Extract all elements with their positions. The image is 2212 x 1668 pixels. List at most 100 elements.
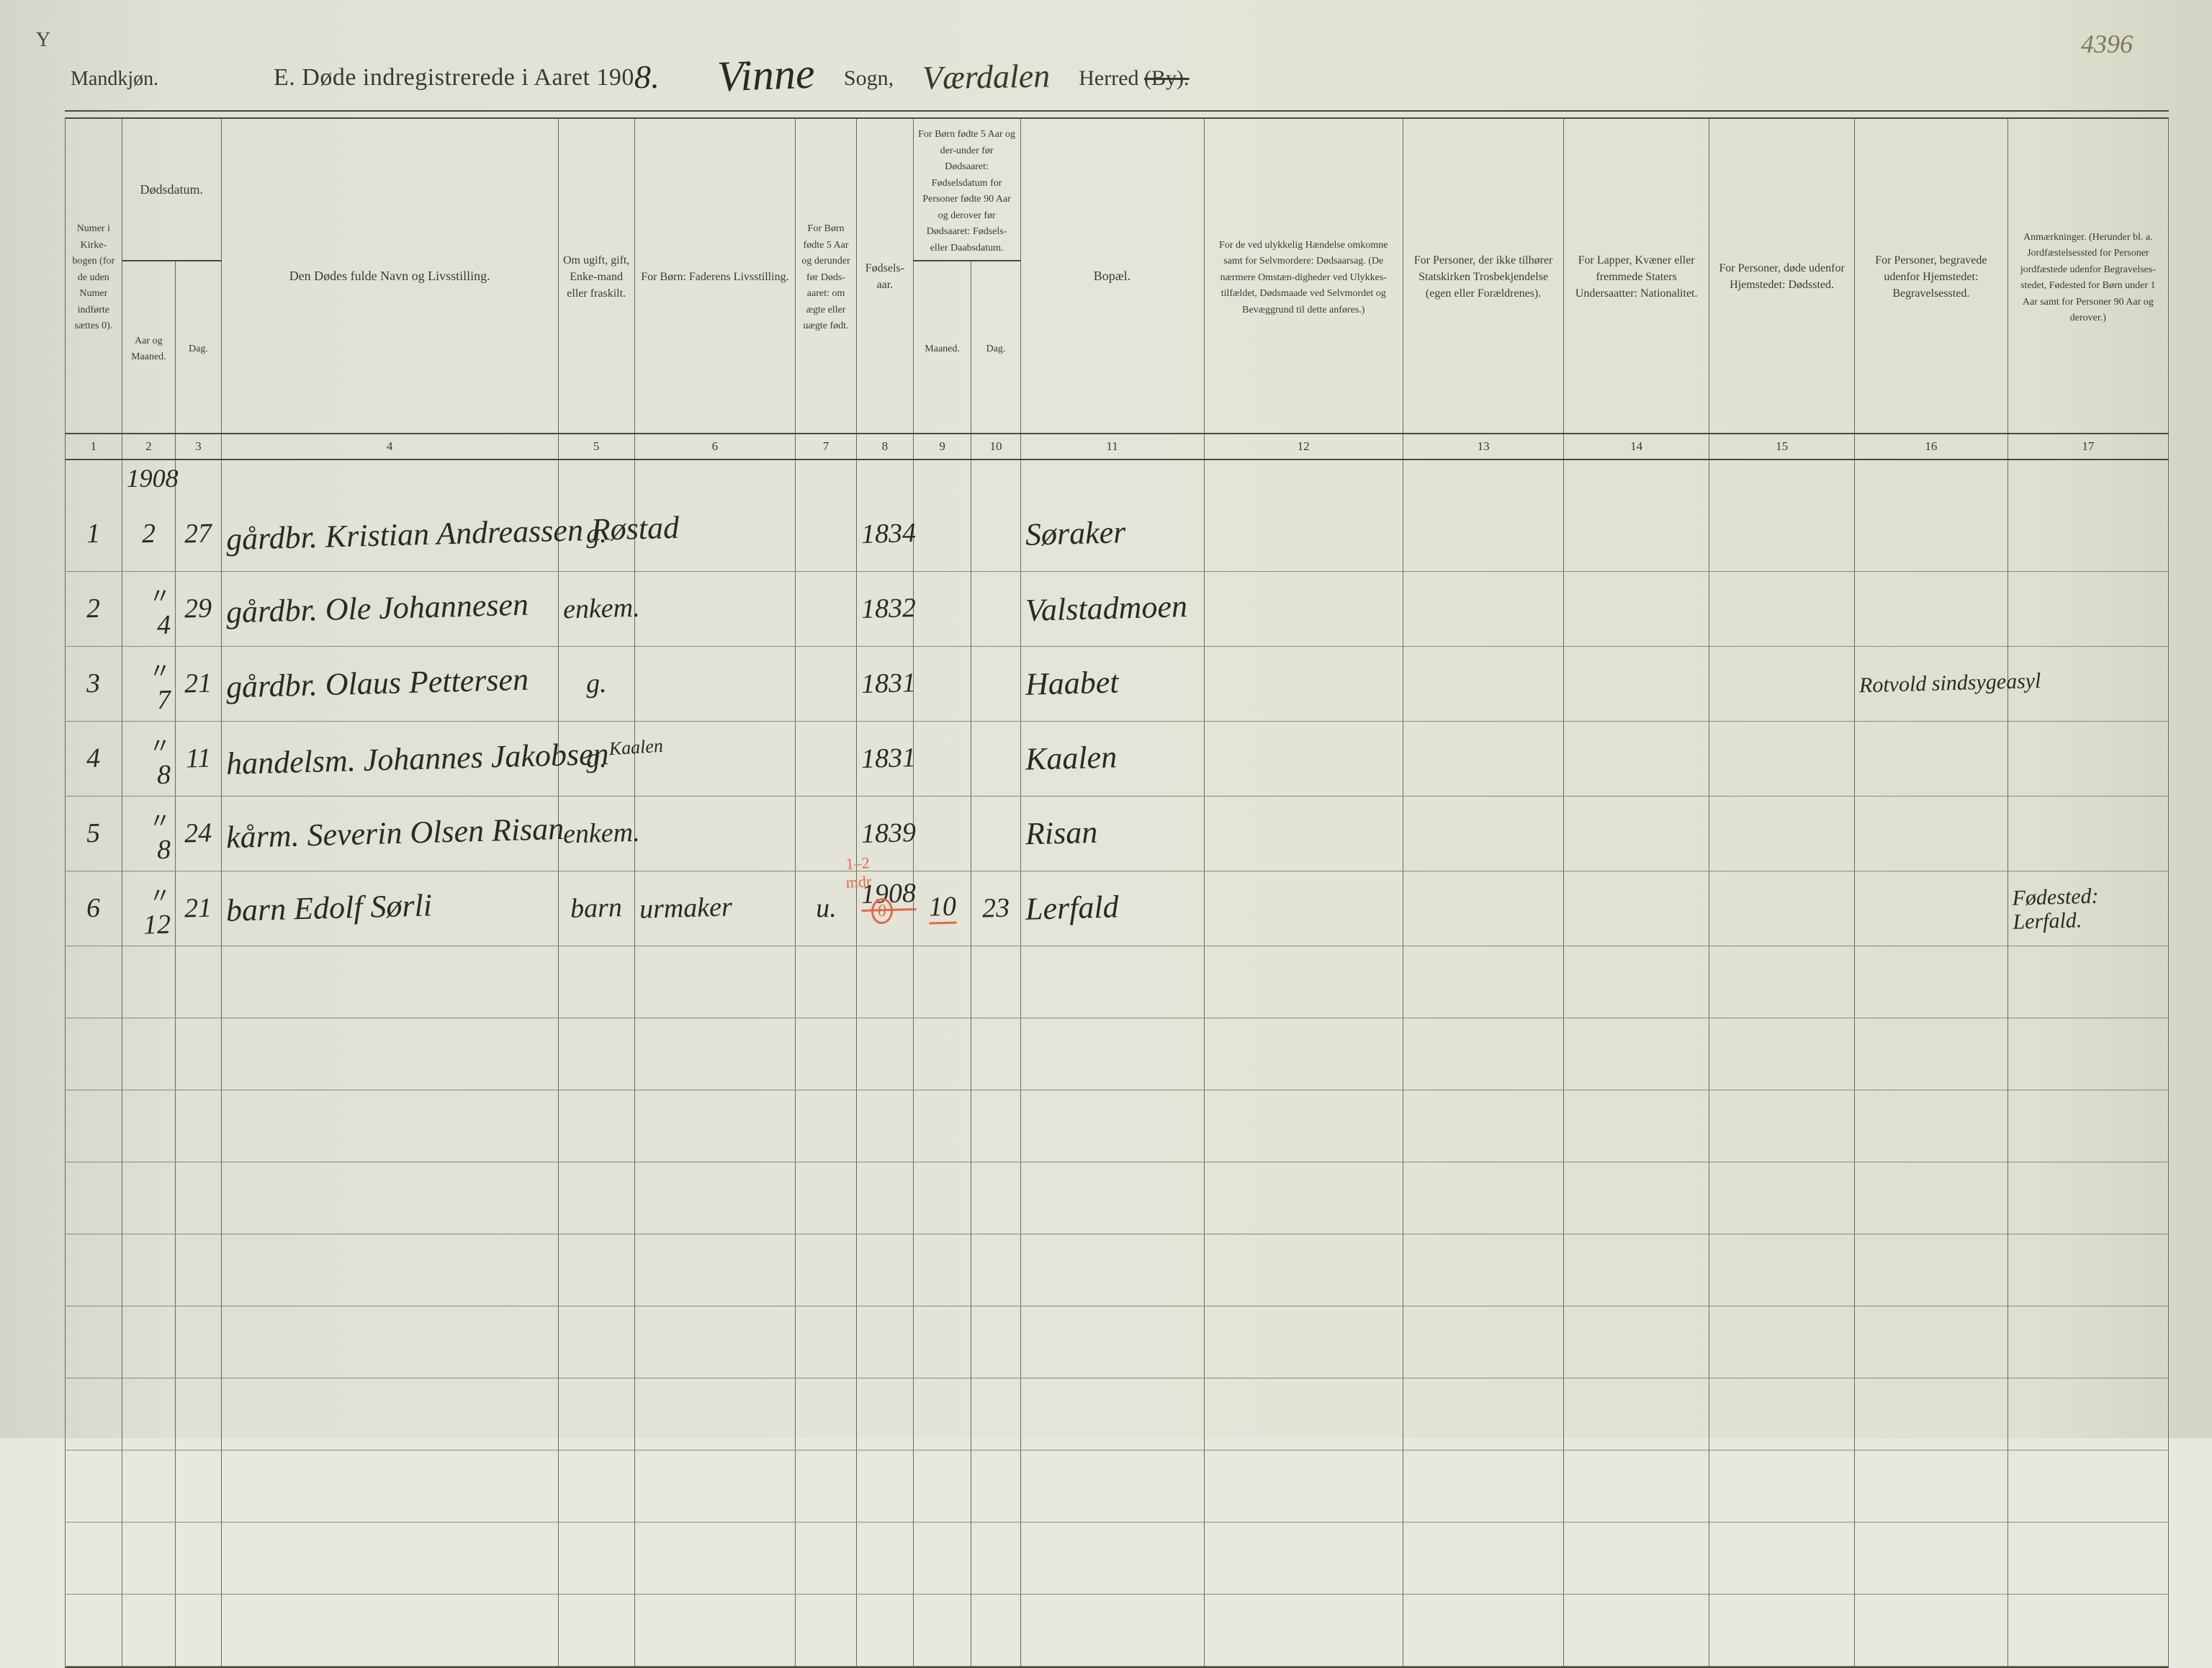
herred-label: Herred (By). bbox=[1079, 66, 1189, 91]
cell-c17 bbox=[2008, 496, 2168, 571]
col-header-12: For de ved ulykkelig Hændelse omkomne sa… bbox=[1204, 118, 1403, 434]
col-header-11: Bopæl. bbox=[1020, 118, 1204, 434]
table-row-blank bbox=[66, 1090, 2169, 1162]
cell-c15 bbox=[1709, 646, 1855, 721]
cell-birthyear: 1–2 mdr19080 bbox=[857, 871, 914, 946]
table-row-blank bbox=[66, 1018, 2169, 1090]
cell-father bbox=[634, 571, 795, 646]
col-header-1: Numer i Kirke-bogen (for de uden Numer i… bbox=[66, 118, 122, 434]
cell-name: handelsm. Johannes JakobsenKaalen bbox=[221, 721, 558, 796]
col-header-13: For Personer, der ikke tilhører Statskir… bbox=[1403, 118, 1563, 434]
cell-birthmonth bbox=[913, 571, 971, 646]
cell-name: gårdbr. Kristian Andreassen Røstad bbox=[221, 496, 558, 571]
herred-label-text: Herred bbox=[1079, 66, 1144, 90]
cell-month: 〃12 bbox=[122, 871, 175, 946]
colnum-17: 17 bbox=[2008, 434, 2168, 459]
cell-birthyear: 1831 bbox=[857, 646, 914, 721]
cell-c15 bbox=[1709, 721, 1855, 796]
table-row-blank bbox=[66, 1378, 2169, 1450]
sogn-name-handwritten: Vinne bbox=[716, 49, 816, 102]
col-header-dodsdatum: Dødsdatum. bbox=[122, 118, 221, 261]
table-row-blank bbox=[66, 1594, 2169, 1666]
colnum-15: 15 bbox=[1709, 434, 1855, 459]
cell-birthday bbox=[971, 796, 1020, 871]
herred-struck: (By). bbox=[1144, 66, 1190, 90]
cell-father: urmaker bbox=[634, 871, 795, 946]
corner-page-number: 4396 bbox=[2081, 29, 2133, 59]
cell-birthday bbox=[971, 646, 1020, 721]
corner-mark-top-left: Y bbox=[36, 29, 50, 52]
col-header-16: For Personer, begravede udenfor Hjemsted… bbox=[1855, 118, 2008, 434]
title-prefix: E. Døde indregistrerede i Aaret 190 bbox=[274, 64, 634, 91]
colnum-9: 9 bbox=[913, 434, 971, 459]
cell-c16 bbox=[1855, 871, 2008, 946]
cell-birthmonth bbox=[913, 796, 971, 871]
cell-c16 bbox=[1855, 796, 2008, 871]
ledger-page: Y 4396 Mandkjøn. E. Døde indregistrerede… bbox=[0, 0, 2212, 1438]
table-row: 2〃429gårdbr. Ole Johannesenenkem.1832Val… bbox=[66, 571, 2169, 646]
table-row-blank bbox=[66, 1522, 2169, 1594]
cell-c12 bbox=[1204, 646, 1403, 721]
colnum-14: 14 bbox=[1564, 434, 1709, 459]
bottom-rule bbox=[65, 1667, 2169, 1668]
cell-c13 bbox=[1403, 871, 1563, 946]
colnum-12: 12 bbox=[1204, 434, 1403, 459]
cell-c14 bbox=[1564, 796, 1709, 871]
cell-num: 3 bbox=[66, 646, 122, 721]
colnum-16: 16 bbox=[1855, 434, 2008, 459]
cell-c17: Fødested:Lerfald. bbox=[2008, 871, 2168, 946]
cell-bopel: Valstadmoen bbox=[1020, 571, 1204, 646]
table-row: 1227gårdbr. Kristian Andreassen Røstadg.… bbox=[66, 496, 2169, 571]
col-header-15: For Personer, døde udenfor Hjemstedet: D… bbox=[1709, 118, 1855, 434]
cell-birthyear: 1832 bbox=[857, 571, 914, 646]
cell-c15 bbox=[1709, 796, 1855, 871]
cell-num: 2 bbox=[66, 571, 122, 646]
cell-c14 bbox=[1564, 571, 1709, 646]
col-header-9: Maaned. bbox=[913, 261, 971, 434]
year-cell: 1908 bbox=[127, 464, 179, 493]
cell-day: 21 bbox=[176, 646, 222, 721]
col-header-6: For Børn: Faderens Livsstilling. bbox=[634, 118, 795, 434]
table-row: 5〃824kårm. Severin Olsen Risanenkem.1839… bbox=[66, 796, 2169, 871]
cell-c14 bbox=[1564, 646, 1709, 721]
table-row-blank bbox=[66, 1306, 2169, 1378]
cell-c15 bbox=[1709, 871, 1855, 946]
colnum-11: 11 bbox=[1020, 434, 1204, 459]
cell-num: 4 bbox=[66, 721, 122, 796]
col-header-2: Aar og Maaned. bbox=[122, 261, 175, 434]
herred-name-handwritten: Værdalen bbox=[922, 56, 1051, 97]
cell-civil: enkem. bbox=[558, 796, 634, 871]
gender-label: Mandkjøn. bbox=[65, 68, 274, 91]
cell-day: 21 bbox=[176, 871, 222, 946]
cell-c12 bbox=[1204, 871, 1403, 946]
cell-c12 bbox=[1204, 721, 1403, 796]
table-row-blank bbox=[66, 1162, 2169, 1234]
cell-birthday bbox=[971, 496, 1020, 571]
cell-legit bbox=[796, 646, 857, 721]
cell-c17 bbox=[2008, 796, 2168, 871]
table-row-blank bbox=[66, 946, 2169, 1018]
cell-civil: enkem. bbox=[558, 571, 634, 646]
cell-num: 5 bbox=[66, 796, 122, 871]
column-number-row: 1 2 3 4 5 6 7 8 9 10 11 12 13 14 15 16 1… bbox=[66, 434, 2169, 459]
cell-birthday: 23 bbox=[971, 871, 1020, 946]
cell-birthyear: 1834 bbox=[857, 496, 914, 571]
cell-c17 bbox=[2008, 571, 2168, 646]
cell-c16 bbox=[1855, 496, 2008, 571]
cell-legit bbox=[796, 496, 857, 571]
cell-c13 bbox=[1403, 796, 1563, 871]
cell-c15 bbox=[1709, 496, 1855, 571]
cell-day: 27 bbox=[176, 496, 222, 571]
cell-bopel: Haabet bbox=[1020, 646, 1204, 721]
cell-birthmonth: 10 bbox=[913, 871, 971, 946]
ledger-table: Numer i Kirke-bogen (for de uden Numer i… bbox=[65, 117, 2169, 1667]
cell-c14 bbox=[1564, 496, 1709, 571]
col-header-birthdate-group: For Børn fødte 5 Aar og der-under før Dø… bbox=[913, 118, 1020, 261]
cell-c13 bbox=[1403, 571, 1563, 646]
cell-civil: g. bbox=[558, 646, 634, 721]
cell-c14 bbox=[1564, 871, 1709, 946]
cell-birthday bbox=[971, 571, 1020, 646]
cell-c16: Rotvold sindsygeasyl bbox=[1855, 646, 2008, 721]
colnum-3: 3 bbox=[176, 434, 222, 459]
col-header-10: Dag. bbox=[971, 261, 1020, 434]
